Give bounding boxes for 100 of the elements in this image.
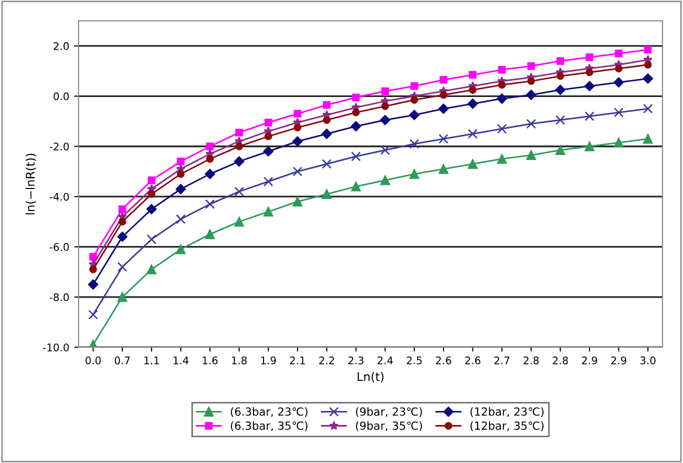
point (643, 104, 653, 114)
point (614, 138, 624, 148)
x-tick-label: 2.4 (378, 356, 393, 364)
legend-label: (6.3bar, 35℃) (230, 421, 308, 432)
point (350, 121, 362, 132)
x-tick-label: 2.8 (524, 356, 539, 364)
point (555, 145, 566, 156)
point (527, 77, 535, 85)
point (176, 184, 186, 194)
point (351, 152, 361, 162)
legend-label: (9bar, 35℃) (356, 421, 422, 432)
x-tick-label: 2.8 (552, 356, 568, 364)
legend-label: (12bar, 35℃) (470, 421, 544, 432)
point (205, 199, 215, 209)
point (643, 134, 653, 144)
point (263, 206, 274, 217)
point (381, 102, 389, 110)
point (117, 292, 128, 302)
point (555, 84, 566, 95)
point (555, 115, 566, 125)
point (468, 86, 477, 94)
point (322, 116, 331, 124)
x-tick-label: 2.9 (611, 356, 626, 364)
point (352, 94, 360, 102)
y-tick-label: 0.0 (54, 92, 69, 100)
point (380, 175, 390, 186)
point (176, 158, 185, 166)
point (498, 66, 506, 74)
point (584, 111, 594, 122)
point (497, 124, 507, 134)
point (614, 50, 623, 58)
point (527, 62, 535, 70)
point (235, 128, 243, 136)
point (410, 82, 418, 90)
point (468, 128, 478, 139)
point (409, 169, 420, 179)
point (586, 68, 594, 76)
point (409, 139, 420, 149)
x-tick-label: 2.5 (406, 356, 422, 364)
y-tick-label: -2.0 (50, 142, 69, 150)
x-tick-label: 1.4 (174, 356, 188, 364)
point (526, 150, 536, 160)
point (176, 244, 186, 254)
point (381, 87, 389, 95)
point (264, 132, 272, 140)
point (148, 176, 156, 184)
x-axis-title: Ln(t) (358, 372, 384, 382)
point (322, 159, 332, 169)
point (410, 96, 418, 104)
point (294, 124, 302, 132)
point (468, 159, 478, 169)
point (498, 81, 506, 89)
point (206, 155, 214, 163)
x-tick-label: 2.2 (319, 356, 334, 364)
point (556, 57, 564, 65)
x-tick-label: 2.7 (494, 356, 510, 364)
point (263, 176, 274, 186)
point (89, 253, 97, 261)
point (117, 262, 128, 272)
point (206, 142, 214, 150)
point (440, 76, 448, 84)
point (644, 46, 652, 54)
y-tick-label: 2.0 (54, 42, 69, 50)
legend-label: (6.3bar, 23℃) (230, 407, 308, 418)
point (438, 104, 449, 114)
x-tick-label: 1.8 (232, 356, 247, 364)
point (263, 146, 274, 157)
x-tick-label: 2.6 (436, 356, 452, 364)
x-tick-label: 1.1 (144, 356, 159, 364)
point (118, 205, 126, 213)
point (118, 218, 126, 226)
point (176, 170, 185, 178)
point (146, 234, 156, 244)
point (235, 142, 243, 150)
point (234, 156, 244, 167)
x-tick-label: 3.0 (640, 356, 656, 364)
point (234, 216, 244, 227)
point (264, 118, 272, 126)
point (352, 108, 360, 116)
y-tick-label: -8.0 (50, 293, 69, 302)
point (438, 164, 448, 174)
point (556, 72, 564, 80)
point (322, 128, 332, 139)
point (204, 168, 216, 180)
point (468, 98, 478, 109)
point (322, 189, 332, 199)
point (89, 266, 97, 274)
point (496, 94, 508, 104)
point (468, 71, 477, 79)
point (88, 279, 98, 290)
point (614, 108, 624, 118)
point (294, 110, 302, 118)
point (409, 110, 420, 120)
point (234, 186, 244, 196)
x-tick-label: 1.6 (202, 356, 218, 364)
point (205, 229, 215, 240)
point (526, 118, 536, 129)
point (380, 114, 390, 126)
x-tick-label: 1.9 (261, 356, 276, 364)
point (292, 196, 302, 206)
